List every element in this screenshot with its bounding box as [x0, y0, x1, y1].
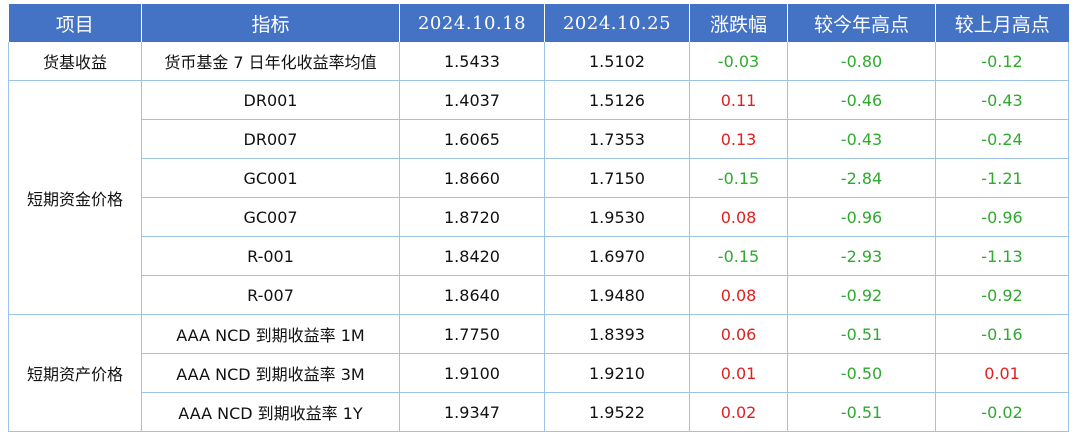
- indicator-cell: R-007: [141, 275, 400, 315]
- indicator-cell: DR007: [141, 119, 400, 159]
- change-cell: 0.08: [689, 275, 788, 315]
- vs-month-high-cell: 0.01: [935, 353, 1069, 393]
- table-row: AAA NCD 到期收益率 3M 1.9100 1.9210 0.01 -0.5…: [9, 353, 1069, 393]
- value-date-1: 1.7750: [399, 314, 545, 354]
- value-date-2: 1.7150: [544, 158, 690, 198]
- vs-year-high-cell: -0.51: [787, 392, 936, 432]
- header-item: 项目: [8, 4, 142, 42]
- group-money-fund: 货基收益: [8, 42, 142, 81]
- indicator-cell: AAA NCD 到期收益率 3M: [141, 353, 400, 393]
- change-cell: -0.15: [689, 236, 788, 276]
- table-row: 短期资产价格 AAA NCD 到期收益率 1M 1.7750 1.8393 0.…: [8, 314, 1069, 432]
- change-cell: -0.15: [689, 158, 788, 198]
- change-cell: 0.11: [689, 80, 788, 120]
- vs-month-high-cell: -0.96: [935, 197, 1069, 237]
- rates-table: 项目 指标 2024.10.18 2024.10.25 涨跌幅 较今年高点 较上…: [8, 4, 1069, 432]
- indicator-cell: GC001: [141, 158, 400, 198]
- indicator-cell: R-001: [141, 236, 400, 276]
- indicator-cell: AAA NCD 到期收益率 1M: [141, 314, 400, 354]
- indicator-cell: 货币基金 7 日年化收益率均值: [141, 42, 400, 81]
- change-cell: 0.13: [689, 119, 788, 159]
- change-cell: 0.08: [689, 197, 788, 237]
- value-date-1: 1.4037: [399, 80, 545, 120]
- table-row: R-001 1.8420 1.6970 -0.15 -2.93 -1.13: [9, 236, 1069, 276]
- vs-year-high-cell: -0.80: [787, 42, 936, 81]
- value-date-1: 1.6065: [399, 119, 545, 159]
- header-indicator: 指标: [141, 4, 400, 42]
- value-date-2: 1.7353: [544, 119, 690, 159]
- change-cell: 0.01: [689, 353, 788, 393]
- vs-year-high-cell: -0.43: [787, 119, 936, 159]
- value-date-1: 1.8420: [399, 236, 545, 276]
- value-date-2: 1.8393: [544, 314, 690, 354]
- vs-year-high-cell: -2.84: [787, 158, 936, 198]
- value-date-1: 1.5433: [399, 42, 545, 81]
- value-date-2: 1.9480: [544, 275, 690, 315]
- indicator-cell: DR001: [141, 80, 400, 120]
- value-date-1: 1.9347: [399, 392, 545, 432]
- value-date-2: 1.9210: [544, 353, 690, 393]
- value-date-2: 1.5126: [544, 80, 690, 120]
- vs-month-high-cell: -0.02: [935, 392, 1069, 432]
- vs-year-high-cell: -0.92: [787, 275, 936, 315]
- vs-month-high-cell: -0.92: [935, 275, 1069, 315]
- value-date-2: 1.5102: [544, 42, 690, 81]
- indicator-cell: GC007: [141, 197, 400, 237]
- value-date-1: 1.8640: [399, 275, 545, 315]
- change-cell: 0.06: [689, 314, 788, 354]
- vs-year-high-cell: -0.96: [787, 197, 936, 237]
- vs-month-high-cell: -0.43: [935, 80, 1069, 120]
- change-cell: 0.02: [689, 392, 788, 432]
- change-cell: -0.03: [689, 42, 788, 81]
- table-row: GC001 1.8660 1.7150 -0.15 -2.84 -1.21: [9, 158, 1069, 198]
- header-date-1: 2024.10.18: [399, 4, 545, 42]
- table-row: R-007 1.8640 1.9480 0.08 -0.92 -0.92: [9, 275, 1069, 315]
- vs-year-high-cell: -0.46: [787, 80, 936, 120]
- value-date-1: 1.8660: [399, 158, 545, 198]
- vs-year-high-cell: -0.50: [787, 353, 936, 393]
- table-row: 货基收益 货币基金 7 日年化收益率均值 1.5433 1.5102 -0.03…: [8, 42, 1069, 81]
- value-date-1: 1.9100: [399, 353, 545, 393]
- value-date-1: 1.8720: [399, 197, 545, 237]
- header-vs-year-high: 较今年高点: [787, 4, 936, 42]
- vs-year-high-cell: -0.51: [787, 314, 936, 354]
- table-row: GC007 1.8720 1.9530 0.08 -0.96 -0.96: [9, 197, 1069, 237]
- value-date-2: 1.9530: [544, 197, 690, 237]
- table-row: AAA NCD 到期收益率 1Y 1.9347 1.9522 0.02 -0.5…: [9, 392, 1069, 432]
- vs-month-high-cell: -1.21: [935, 158, 1069, 198]
- value-date-2: 1.6970: [544, 236, 690, 276]
- vs-month-high-cell: -1.13: [935, 236, 1069, 276]
- vs-year-high-cell: -2.93: [787, 236, 936, 276]
- vs-month-high-cell: -0.24: [935, 119, 1069, 159]
- group-short-asset: 短期资产价格: [8, 314, 142, 432]
- table-row: 短期资金价格 DR001 1.4037 1.5126 0.11 -0.46 -0…: [8, 80, 1069, 315]
- group-short-funding: 短期资金价格: [8, 80, 142, 315]
- indicator-cell: AAA NCD 到期收益率 1Y: [141, 392, 400, 432]
- header-date-2: 2024.10.25: [544, 4, 690, 42]
- header-vs-month-high: 较上月高点: [935, 4, 1069, 42]
- vs-month-high-cell: -0.16: [935, 314, 1069, 354]
- vs-month-high-cell: -0.12: [935, 42, 1069, 81]
- table-row: DR007 1.6065 1.7353 0.13 -0.43 -0.24: [9, 119, 1069, 159]
- value-date-2: 1.9522: [544, 392, 690, 432]
- header-row: 项目 指标 2024.10.18 2024.10.25 涨跌幅 较今年高点 较上…: [8, 4, 1069, 42]
- header-change: 涨跌幅: [689, 4, 788, 42]
